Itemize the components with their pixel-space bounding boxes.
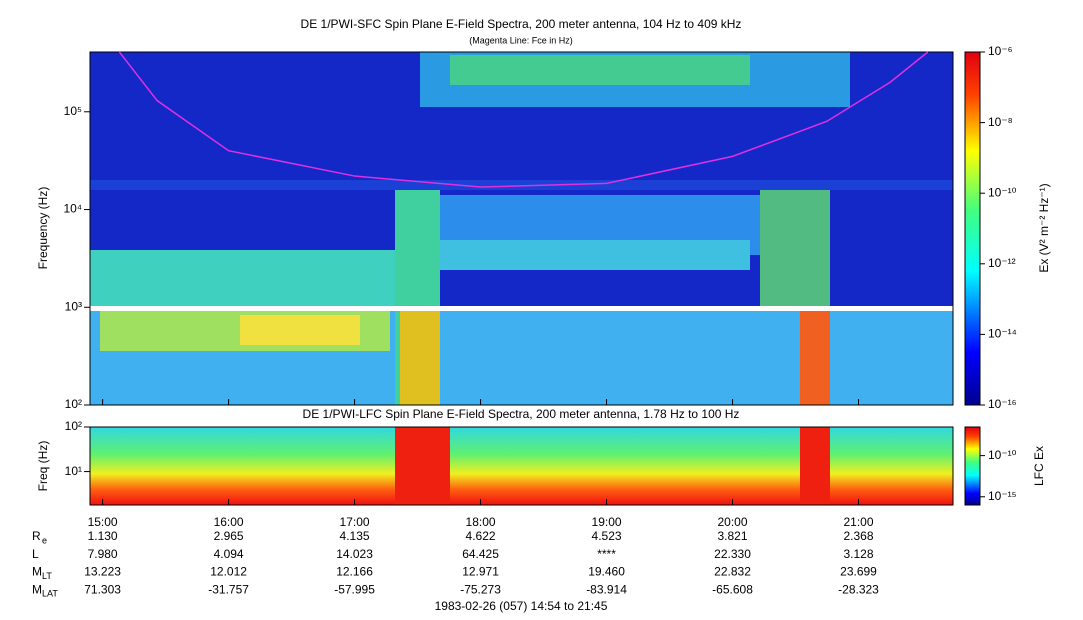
ephemeris-value: 19.460: [588, 565, 625, 579]
ephemeris-value: 13.223: [84, 565, 121, 579]
ephemeris-value: 22.832: [714, 565, 751, 579]
colorbar-tick-label: 10⁻¹²: [988, 256, 1016, 270]
colorbar-tick-label: 10⁻¹⁴: [988, 327, 1017, 341]
colorbar-tick-label: 10⁻⁶: [988, 44, 1013, 58]
row-label: L: [32, 547, 39, 561]
chart-title: DE 1/PWI-LFC Spin Plane E-Field Spectra,…: [303, 407, 740, 421]
ephemeris-value: 12.971: [462, 565, 499, 579]
y-tick-label: 10²: [65, 419, 82, 433]
sfc-spectrogram: [90, 52, 953, 405]
ephemeris-value: 64.425: [462, 547, 499, 561]
row-label-sub: LT: [42, 571, 52, 581]
ephemeris-value: 12.012: [210, 565, 247, 579]
colorbar: [964, 51, 981, 406]
plot-frame: [89, 426, 954, 506]
ephemeris-value: 4.094: [214, 547, 244, 561]
colorbar-tick-label: 10⁻¹⁰: [988, 185, 1017, 199]
row-label-sub: LAT: [42, 588, 58, 598]
x-tick-label: 15:00: [88, 515, 118, 529]
x-tick-label: 20:00: [718, 515, 748, 529]
ephemeris-value: 2.965: [214, 529, 244, 543]
ephemeris-value: 7.980: [88, 547, 118, 561]
lfc-spectrogram: [90, 427, 953, 505]
row-label: M: [32, 565, 42, 579]
ephemeris-value: 4.523: [592, 529, 622, 543]
plot-frame: [89, 51, 954, 406]
ephemeris-value: -57.995: [334, 582, 375, 596]
ephemeris-value: 3.128: [843, 547, 873, 561]
colorbar-label: LFC Ex: [1032, 446, 1046, 486]
y-tick-label: 10⁴: [63, 202, 82, 216]
x-tick-label: 19:00: [592, 515, 622, 529]
footer: 1983-02-26 (057) 14:54 to 21:45: [435, 599, 608, 613]
colorbar-tick-label: 10⁻¹⁵: [988, 489, 1017, 503]
colorbar-label: Ex (V² m⁻² Hz⁻¹): [1037, 183, 1051, 272]
ephemeris-value: 4.622: [466, 529, 496, 543]
ephemeris-value: -83.914: [586, 582, 627, 596]
row-label: R: [32, 529, 41, 543]
ephemeris-value: 71.303: [84, 582, 121, 596]
row-label: M: [32, 582, 42, 596]
y-axis-label: Frequency (Hz): [36, 187, 50, 270]
colorbar-tick-label: 10⁻⁸: [988, 115, 1013, 129]
chart-subtitle: (Magenta Line: Fce in Hz): [469, 35, 573, 45]
y-tick-label: 10¹: [65, 464, 82, 478]
y-tick-label: 10³: [65, 299, 82, 313]
x-tick-label: 18:00: [466, 515, 496, 529]
y-axis-label: Freq (Hz): [36, 441, 50, 492]
ephemeris-value: -75.273: [460, 582, 501, 596]
ephemeris-value: -65.608: [712, 582, 753, 596]
ephemeris-value: 23.699: [840, 565, 877, 579]
ephemeris-value: 14.023: [336, 547, 373, 561]
ephemeris-value: 12.166: [336, 565, 373, 579]
ephemeris-value: 2.368: [843, 529, 873, 543]
ephemeris-value: 3.821: [718, 529, 748, 543]
ephemeris-value: 1.130: [88, 529, 118, 543]
colorbar-tick-label: 10⁻¹⁶: [988, 397, 1017, 411]
y-tick-label: 10⁵: [64, 104, 82, 118]
colorbar: [964, 426, 981, 506]
fce-line: [118, 51, 929, 188]
ephemeris-value: -31.757: [208, 582, 249, 596]
y-tick-label: 10²: [65, 397, 82, 411]
ephemeris-value: -28.323: [838, 582, 879, 596]
chart-title: DE 1/PWI-SFC Spin Plane E-Field Spectra,…: [301, 17, 742, 31]
row-label-sub: e: [42, 535, 47, 545]
x-tick-label: 17:00: [340, 515, 370, 529]
ephemeris-value: ****: [597, 547, 616, 561]
x-tick-label: 21:00: [843, 515, 873, 529]
colorbar-tick-label: 10⁻¹⁰: [988, 448, 1017, 462]
ephemeris-value: 4.135: [340, 529, 370, 543]
x-tick-label: 16:00: [214, 515, 244, 529]
ephemeris-value: 22.330: [714, 547, 751, 561]
